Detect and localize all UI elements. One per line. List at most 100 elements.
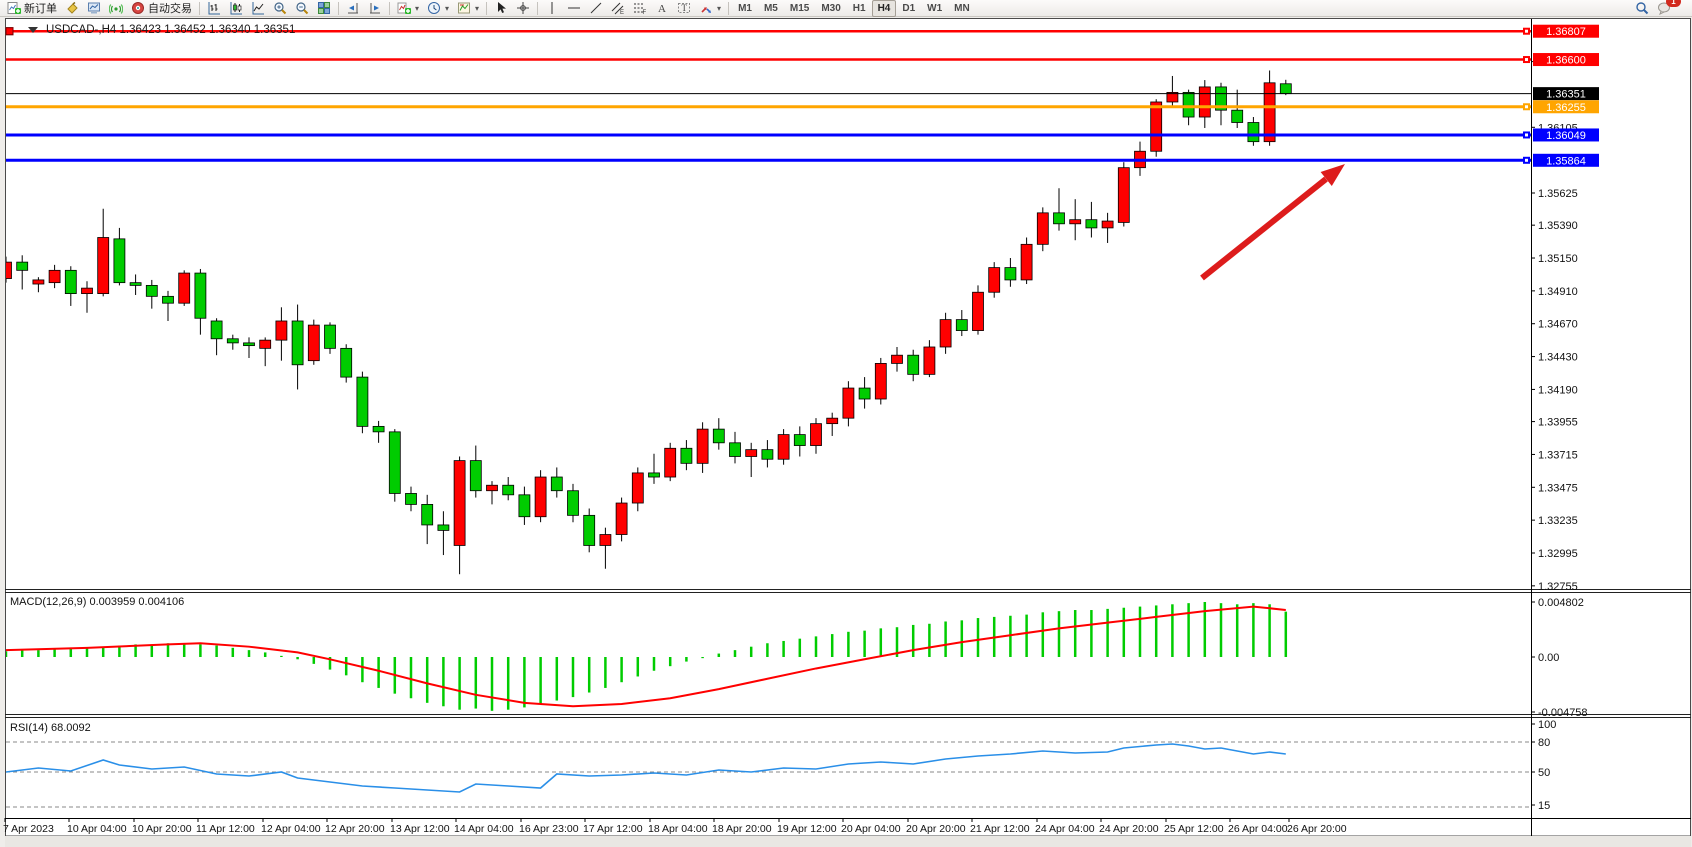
candles-layer (6, 70, 1292, 575)
timeframe-m15[interactable]: M15 (789, 2, 810, 14)
templates-button[interactable]: ▾ (453, 0, 483, 17)
price-tick-label: 1.33475 (1538, 482, 1578, 494)
bar-chart-mode-button[interactable] (203, 0, 225, 17)
timeframe-d1[interactable]: D1 (902, 2, 916, 14)
indicators-button[interactable]: ▾ (393, 0, 423, 17)
candle-up (97, 237, 110, 295)
window-bottom-strip (5, 836, 1691, 847)
vertical-line-button[interactable] (541, 0, 563, 17)
search-button[interactable] (1631, 0, 1653, 17)
timeframe-m30[interactable]: M30 (821, 2, 841, 14)
candlestick-mode-button[interactable] (225, 0, 247, 17)
timeframe-w1[interactable]: W1 (927, 2, 943, 14)
timeframe-h4[interactable]: H4 (871, 0, 897, 17)
fibonacci-icon: F (634, 3, 647, 15)
signals-icon (109, 4, 123, 14)
text-button[interactable]: A (651, 0, 673, 17)
price-tick-label: 1.33235 (1538, 515, 1578, 527)
candle-down (129, 282, 142, 286)
candle-up (1166, 91, 1179, 103)
candle-up (1069, 219, 1082, 225)
candle-up (32, 279, 45, 285)
cursor-button[interactable] (490, 0, 512, 17)
candle-up (178, 272, 191, 304)
candle-down (761, 449, 774, 460)
timeframe-h1[interactable]: H1 (852, 2, 866, 14)
market-watch-icon (88, 2, 100, 14)
price-tick-label: 1.35150 (1538, 253, 1578, 265)
candle-up (972, 291, 984, 331)
equidistant-channel-button[interactable]: E (607, 0, 629, 17)
price-axis-label-box (1533, 24, 1599, 38)
candle-down (113, 238, 126, 284)
arrows-button[interactable]: ▾ (695, 0, 725, 17)
candle-up (1263, 82, 1276, 143)
styler-button[interactable] (61, 0, 83, 17)
trend-arrow-annotation[interactable] (1200, 164, 1345, 281)
candle-up (615, 502, 628, 535)
time-axis-label: 20 Apr 20:00 (906, 823, 966, 835)
toolbar-separator (486, 1, 488, 15)
time-axis-label: 16 Apr 23:00 (519, 823, 579, 835)
candle-down (518, 494, 531, 518)
timeframe-m1[interactable]: M1 (738, 2, 752, 14)
price-axis-label: 1.35864 (1546, 155, 1586, 167)
zoom-out-icon (296, 2, 309, 15)
timeframe-m5[interactable]: M5 (763, 2, 778, 14)
line-axis-anchor-dot (1525, 133, 1528, 137)
candle-down (405, 493, 417, 505)
zoom-out-button[interactable] (291, 0, 313, 17)
price-axis-label-box (1533, 87, 1599, 101)
window-menu-icon[interactable] (28, 27, 38, 33)
time-axis-label: 20 Apr 04:00 (841, 823, 901, 835)
price-tick-label: 1.34190 (1538, 384, 1578, 396)
signals-button[interactable] (105, 0, 127, 17)
candle-down (793, 434, 806, 446)
fibonacci-button[interactable]: F (629, 0, 651, 17)
time-axis-label: 12 Apr 20:00 (325, 823, 385, 835)
indicators-icon (397, 2, 411, 14)
chevron-down-icon: ▾ (415, 3, 420, 13)
trendline-button[interactable] (585, 0, 607, 17)
toolbar-separator (728, 1, 730, 15)
time-axis-label: 17 Apr 12:00 (583, 823, 643, 835)
line-axis-anchor-dot (1525, 105, 1528, 109)
time-axis-label: 19 Apr 12:00 (777, 823, 837, 835)
price-axis-label-box (1533, 100, 1599, 114)
time-axis-label: 24 Apr 04:00 (1035, 823, 1095, 835)
chart-shift-icon (370, 3, 380, 14)
zoom-in-button[interactable] (269, 0, 291, 17)
line-chart-mode-button[interactable] (247, 0, 269, 17)
new-order-button[interactable]: 新订单 (3, 0, 61, 16)
periods-button[interactable]: ▾ (423, 0, 453, 17)
candle-up (939, 319, 952, 348)
candle-up (1101, 220, 1114, 229)
main-price-panel (6, 27, 1531, 575)
tile-windows-button[interactable] (313, 0, 335, 17)
auto-trading-button[interactable]: 自动交易 (127, 0, 196, 16)
price-tick-label: 1.35625 (1538, 188, 1578, 200)
price-tick-label: 1.33715 (1538, 449, 1578, 461)
text-label-button[interactable]: T (673, 0, 695, 17)
chart-shift-button[interactable] (364, 0, 386, 17)
selected-object-handle[interactable] (5, 27, 14, 36)
time-axis-label: 10 Apr 04:00 (67, 823, 127, 835)
timeframe-mn[interactable]: MN (954, 2, 970, 14)
price-axis-label: 1.36049 (1546, 130, 1586, 142)
rsi-line (6, 743, 1286, 793)
candlestick-mode-icon (230, 2, 242, 15)
market-watch-button[interactable] (83, 0, 105, 17)
svg-text:A: A (658, 3, 666, 15)
rsi-label: RSI(14) 68.0092 (10, 722, 91, 734)
candle-down (64, 269, 77, 295)
crosshair-icon (517, 2, 530, 14)
chart-title: USDCAD-,H4 1.36423 1.36452 1.36340 1.363… (46, 24, 295, 36)
text-icon: A (658, 3, 666, 15)
notifications-button[interactable]: 1 (1653, 0, 1681, 17)
crosshair-button[interactable] (512, 0, 534, 17)
candle-down (729, 442, 741, 457)
horizontal-line-button[interactable] (563, 0, 585, 17)
scroll-to-end-button[interactable] (342, 0, 364, 17)
candle-down (210, 320, 223, 340)
time-axis-label: 10 Apr 20:00 (132, 823, 192, 835)
